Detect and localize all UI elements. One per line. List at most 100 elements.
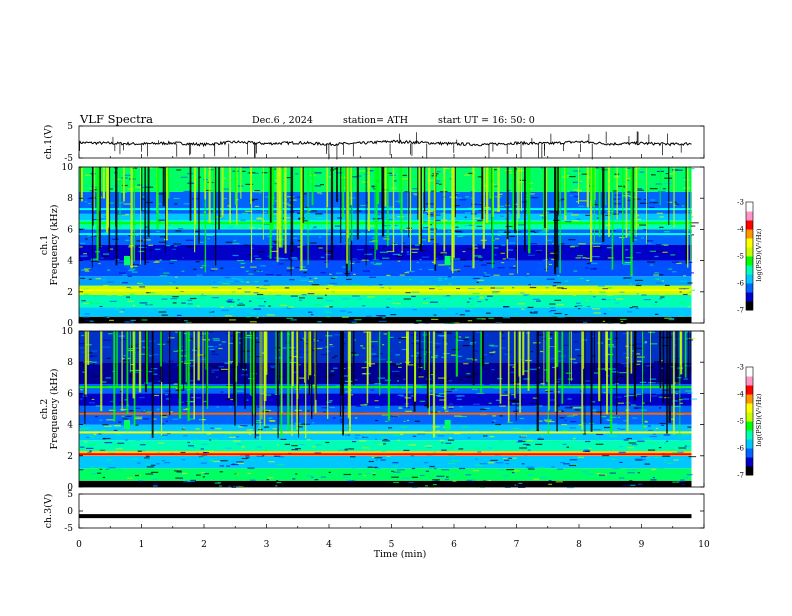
x-tick-label: 4 [326, 540, 332, 550]
spectrogram-speckle [453, 269, 461, 271]
spectrogram-speckle [116, 199, 123, 201]
spectrogram-speckle [200, 458, 203, 460]
spectrogram-speckle [588, 225, 591, 227]
spectrogram-speckle [86, 226, 93, 228]
y-tick-label: 10 [62, 327, 74, 337]
spectrogram-speckle [202, 419, 206, 421]
spectrogram-speckle [308, 318, 311, 320]
colorbar-segment [746, 421, 753, 431]
spectrogram-speckle [532, 298, 540, 300]
spectrogram-speckle [359, 170, 366, 172]
sferic-burst [160, 331, 162, 367]
spectrogram-speckle [586, 279, 590, 282]
spectrogram-speckle [280, 438, 287, 440]
spectrogram-speckle [168, 337, 175, 339]
spectrogram-speckle [303, 272, 307, 274]
spectrogram-speckle [434, 258, 438, 260]
spectrogram-speckle [393, 180, 397, 182]
spectrogram-speckle [626, 225, 631, 227]
spectrogram-speckle [376, 395, 379, 397]
spectrogram-speckle [592, 308, 601, 310]
spectrogram-speckle [338, 449, 345, 451]
spectrogram-speckle [188, 359, 195, 361]
spectrogram-speckle [536, 300, 541, 302]
spectrogram-speckle [265, 274, 274, 276]
spectrogram-speckle [355, 417, 358, 419]
sferic-burst [290, 167, 292, 276]
spectrogram-speckle [429, 465, 435, 468]
narrowband-line [79, 431, 692, 434]
spectrogram-speckle [363, 436, 372, 438]
spectrogram-speckle [566, 487, 574, 489]
spectrogram-speckle [247, 472, 251, 474]
spectrogram-speckle [509, 242, 516, 244]
spectrogram-speckle [400, 395, 407, 397]
x-tick-label: 3 [264, 540, 270, 550]
sferic-burst [590, 167, 593, 262]
sferic-burst [626, 331, 629, 431]
spectrogram-speckle [116, 467, 121, 469]
spectrogram-speckle [463, 174, 471, 176]
spectrogram-speckle [246, 399, 249, 401]
spectrogram-speckle [664, 244, 669, 246]
spectrogram-speckle [352, 295, 360, 297]
spectrogram-speckle [539, 231, 546, 233]
spectrogram-speckle [686, 474, 693, 476]
spectrogram-speckle [362, 447, 370, 449]
sferic-burst [381, 167, 383, 220]
spectrogram-speckle [588, 256, 596, 259]
spectrogram-speckle [631, 417, 638, 419]
spectrogram-speckle [498, 440, 505, 442]
spectrogram-speckle [397, 469, 405, 471]
spectrogram-speckle [473, 403, 481, 405]
spectrogram-speckle [220, 460, 228, 462]
spectrogram-speckle [552, 285, 557, 287]
spectrogram-speckle [84, 313, 90, 315]
spectrogram-speckle [453, 205, 460, 207]
spectrogram-speckle [667, 173, 675, 175]
spectrogram-speckle [626, 469, 630, 471]
colorbar-segment [746, 376, 753, 386]
spectrogram-speckle [250, 408, 253, 410]
spectrogram-speckle [253, 255, 259, 257]
spectrogram-speckle [286, 217, 293, 219]
spectrogram-speckle [540, 476, 547, 479]
spectrogram-speckle [84, 319, 90, 321]
spectrogram-speckle [102, 279, 106, 281]
spectrogram-speckle [126, 357, 131, 360]
spectrogram-speckle [576, 238, 584, 240]
spectrogram-speckle [640, 456, 649, 458]
spectrogram-speckle [341, 316, 349, 318]
spectrogram-speckle [90, 303, 96, 305]
spectrogram-speckle [180, 176, 188, 178]
spectrogram-speckle [323, 410, 328, 412]
spectrogram-speckle [437, 435, 445, 437]
sferic-burst [481, 331, 484, 367]
spectrogram-speckle [261, 167, 265, 169]
sferic-burst [115, 167, 118, 266]
spectrogram-speckle [188, 418, 195, 420]
spectrogram-speckle [435, 347, 438, 349]
spectrogram-speckle [375, 315, 383, 317]
spectrogram-speckle [215, 428, 222, 430]
spectrogram-speckle [484, 362, 489, 364]
y-tick-label: 4 [67, 421, 73, 431]
spectrogram-speckle [275, 294, 282, 296]
spectrogram-speckle [414, 385, 423, 387]
spectrogram-speckle [677, 480, 686, 482]
spectrogram-speckle [555, 405, 561, 407]
spectrogram-speckle [292, 478, 296, 480]
spectrogram-speckle [139, 283, 144, 285]
spectrogram-speckle [594, 375, 601, 378]
spectrogram-speckle [476, 392, 485, 394]
x-tick-label: 1 [139, 540, 145, 550]
spectrogram-speckle [602, 320, 605, 322]
spectrogram-speckle [140, 353, 149, 355]
spectrogram-speckle [246, 429, 253, 431]
spectrogram-speckle [314, 226, 317, 228]
spectrogram-speckle [268, 461, 275, 463]
spectrogram-speckle [652, 433, 657, 435]
spectrogram-speckle [203, 400, 208, 403]
spectrogram-speckle [593, 242, 602, 244]
spectrogram-speckle [641, 402, 645, 404]
